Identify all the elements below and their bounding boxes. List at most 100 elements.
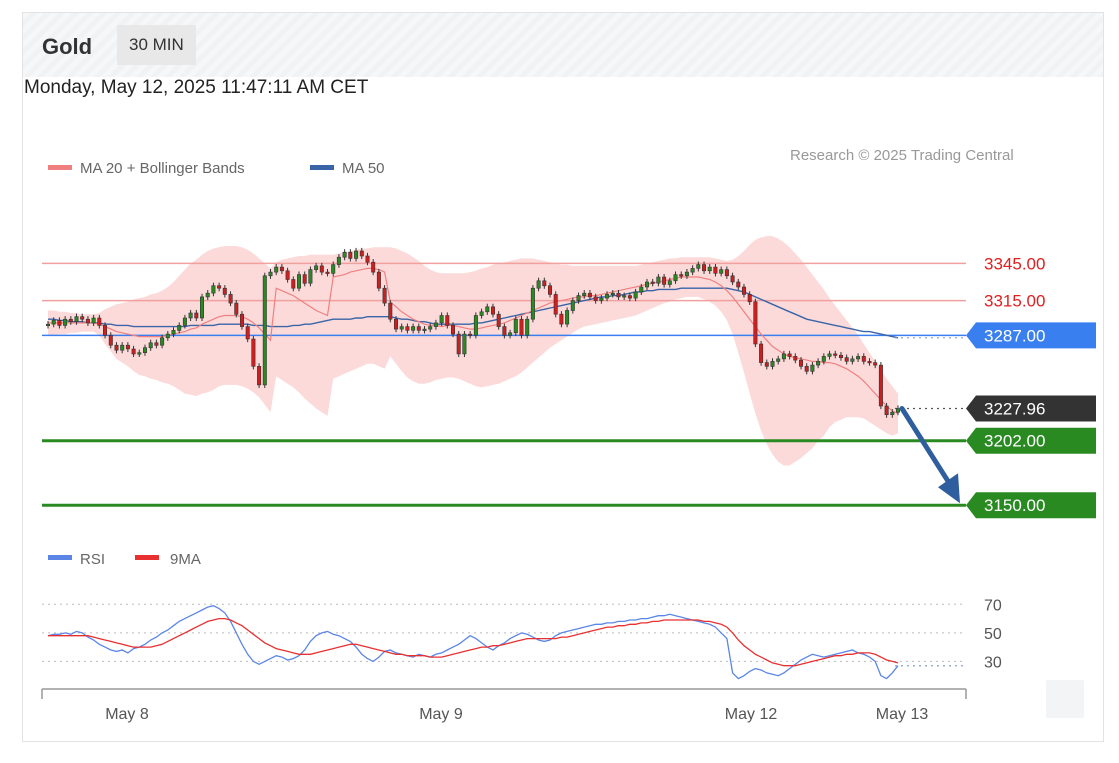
candle-body [781,353,786,360]
bollinger-band [48,236,898,466]
current-label-3: 3227.96 [984,400,1045,419]
candle-body [405,326,410,331]
support-label-tag-4 [966,427,1096,454]
rsi-tick-50: 50 [984,626,1002,643]
candle-body [336,256,341,265]
candle-body [371,261,376,273]
candle-body [63,318,68,326]
candle-body [787,353,792,357]
x-axis-label-3: May 13 [876,706,929,723]
candle-body [399,326,404,330]
candle-body [245,326,250,340]
candle-body [770,361,775,367]
candle-body [274,266,279,273]
support-label-4: 3202.00 [984,432,1045,451]
candle-body [895,408,900,413]
rsi-line [47,605,899,680]
candle-body [462,333,467,355]
candle-body [610,292,615,296]
candle-body [433,322,438,327]
candle-body [679,274,684,277]
candle-body [103,325,108,336]
legend-9ma-label: 9MA [170,551,201,568]
candle-body [137,352,142,355]
candle-body [593,296,598,301]
candle-body [45,323,50,327]
candle-body [194,312,199,319]
ma50-line [48,287,899,339]
candle-body [644,281,649,288]
candle-body [656,276,661,284]
candle-body [639,286,644,293]
candle-body [553,294,558,315]
legend-ma50: MA 50 [310,160,385,177]
chart-datetime: Monday, May 12, 2025 11:47:11 AM CET [24,77,369,98]
candle-body [479,311,484,316]
resistance-label-0: 3345.00 [984,254,1045,273]
support-label-tag-5 [966,492,1096,519]
candle-body [821,356,826,362]
candle-body [279,266,284,272]
candle-body [182,317,187,326]
candle-body [376,271,381,289]
candle-body [91,317,96,324]
candle-body [730,275,735,283]
candle-body [382,287,387,304]
candle-body [776,358,781,362]
candle-body [114,344,119,351]
candle-body [74,316,79,323]
rsi-9ma-line [48,617,899,667]
candle-body [616,292,621,298]
candle-body [51,320,56,325]
candle-body [148,342,153,349]
candle-body [759,343,764,363]
candle-body [211,285,216,294]
pivot-label-tag-2 [966,322,1096,349]
candle-body [856,356,861,360]
legend-ma50-swatch [310,164,334,170]
candle-body [80,316,85,320]
candle-body [547,285,552,295]
candle-body [878,364,883,407]
candle-body [308,269,313,284]
corner-widget [1046,680,1084,718]
candle-body [519,318,524,336]
candle-body [359,250,364,257]
candle-body [833,353,838,356]
candle-body [627,295,632,299]
candle-body [713,266,718,274]
x-axis-label-2: May 12 [725,706,778,723]
candle-body [753,301,758,345]
candle-body [667,280,672,285]
candle-body [707,266,712,272]
legend-rsi-swatch [48,555,72,560]
rsi-tick-30: 30 [984,654,1002,671]
candle-body [131,348,136,355]
candle-body [200,296,205,319]
candle-body [741,286,746,295]
candle-body [296,274,301,289]
candle-body [633,291,638,299]
candle-body [416,326,421,331]
candle-body [468,333,473,336]
candle-body [696,264,701,269]
candle-body [650,281,655,284]
candle-body [228,294,233,304]
candle-body [456,333,461,355]
legend-ma50-label: MA 50 [342,160,385,177]
pivot-label-2: 3287.00 [984,326,1045,345]
x-axis-label-1: May 9 [419,706,463,723]
candle-body [57,320,62,326]
support-label-5: 3150.00 [984,496,1045,515]
candle-body [587,292,592,298]
candle-body [747,294,752,303]
candle-body [736,281,741,288]
candle-body [764,362,769,367]
candle-body [262,275,267,386]
candle-body [719,269,724,274]
candle-body [68,318,73,323]
candle-body [804,365,809,372]
candle-body [120,344,125,351]
candle-body [724,269,729,277]
interval-badge[interactable]: 30 MIN [117,25,196,65]
